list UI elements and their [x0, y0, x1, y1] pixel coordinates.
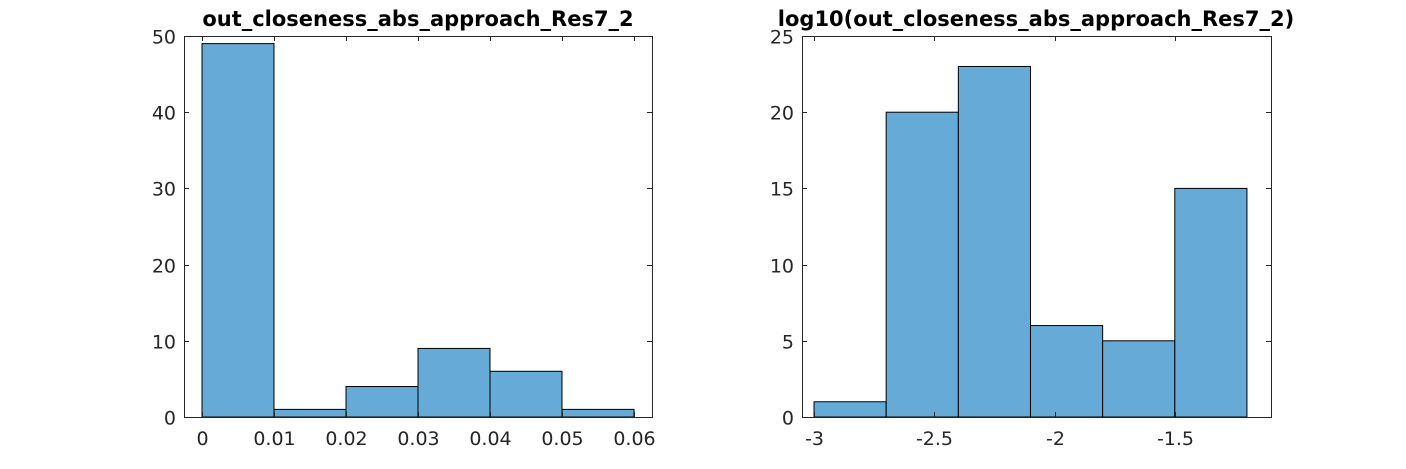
histogram-bar	[813, 401, 887, 418]
y-tick-label: 20	[152, 256, 176, 278]
x-tick-label: 0.05	[541, 428, 583, 450]
y-tick-label: 25	[770, 27, 794, 49]
x-tick-label: 0.06	[613, 428, 655, 450]
x-tick-label: -2.5	[916, 428, 953, 450]
x-tick-label: 0.04	[469, 428, 511, 450]
x-tick-label: -3	[805, 428, 824, 450]
y-tick-label: 0	[782, 408, 794, 430]
y-tick-label: 0	[164, 408, 176, 430]
histogram-bar	[885, 111, 959, 418]
histogram-bar	[345, 386, 419, 418]
chart-title: log10(out_closeness_abs_approach_Res7_2)	[778, 7, 1294, 31]
x-tick-label: 0	[196, 428, 208, 450]
y-tick-label: 15	[770, 179, 794, 201]
y-tick-label: 20	[770, 103, 794, 125]
histogram-bar	[489, 370, 563, 418]
histogram-linear: out_closeness_abs_approach_Res7_2 0 0.01 0…	[152, 7, 656, 450]
x-tick-label: -2	[1046, 428, 1065, 450]
y-tick-label: 5	[782, 332, 794, 354]
histogram-log10: log10(out_closeness_abs_approach_Res7_2)…	[770, 7, 1294, 450]
x-tick-label: 0.02	[325, 428, 367, 450]
y-tick-label: 50	[152, 27, 176, 49]
histogram-bar	[417, 347, 491, 418]
histogram-bar	[1029, 325, 1104, 418]
y-tick-label: 10	[152, 332, 176, 354]
histogram-bar	[957, 65, 1031, 418]
histogram-bar	[201, 43, 275, 418]
y-tick-label: 30	[152, 179, 176, 201]
histogram-bar	[561, 408, 635, 418]
y-tick-label: 10	[770, 256, 794, 278]
axes-box	[802, 36, 1272, 418]
chart-title: out_closeness_abs_approach_Res7_2	[202, 7, 633, 31]
histogram-bar	[273, 408, 347, 418]
x-tick-label: 0.01	[253, 428, 295, 450]
x-tick-label: -1.5	[1157, 428, 1194, 450]
histogram-bar	[1102, 340, 1176, 418]
x-tick-label: 0.03	[397, 428, 439, 450]
histogram-bar	[1174, 187, 1248, 418]
y-tick-label: 40	[152, 103, 176, 125]
